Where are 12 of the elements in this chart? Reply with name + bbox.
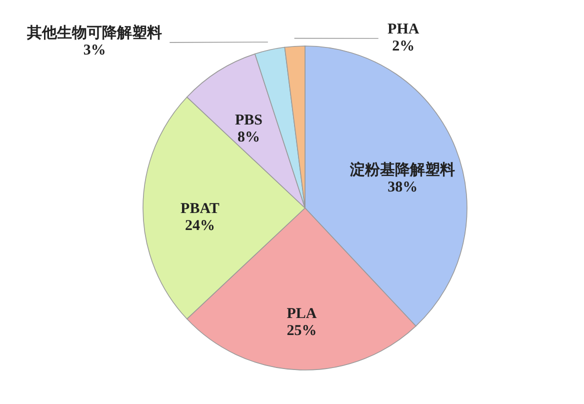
data-label: 3%	[83, 42, 106, 58]
data-label: 24%	[185, 218, 215, 234]
slice-label: PBAT	[180, 201, 220, 217]
data-label: 25%	[286, 322, 317, 339]
slice-label: PLA	[286, 306, 317, 322]
data-label: 38%	[388, 179, 418, 196]
data-label: 2%	[392, 38, 415, 54]
slice-label: PBS	[234, 112, 262, 128]
slice-label: 其他生物可降解塑料	[26, 23, 162, 42]
slice-label: 淀粉基降解塑料	[349, 160, 456, 178]
data-label: 8%	[237, 129, 260, 146]
slice-label: PHA	[388, 21, 420, 38]
